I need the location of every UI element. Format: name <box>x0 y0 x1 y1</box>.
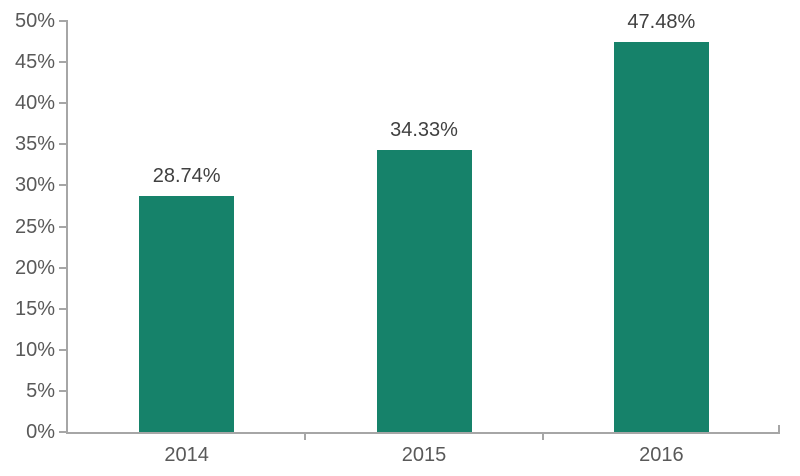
bar-2015 <box>376 149 472 432</box>
bar-value-label: 28.74% <box>152 164 221 187</box>
y-axis-tick <box>59 20 66 22</box>
y-axis-tick <box>59 389 66 392</box>
bar-2016 <box>613 41 709 432</box>
y-axis-tick <box>59 431 66 433</box>
y-axis-tick <box>59 184 66 187</box>
x-axis-category-label: 2016 <box>639 444 684 466</box>
x-axis-line <box>66 432 780 434</box>
y-axis-tick-label: 5% <box>26 379 55 402</box>
y-axis-tick-label: 50% <box>14 10 55 32</box>
x-axis-tick <box>541 434 544 440</box>
y-axis-tick-label: 45% <box>14 51 55 74</box>
y-axis-tick-label: 40% <box>14 92 55 115</box>
y-axis-tick <box>59 307 66 310</box>
bar-value-label: 34.33% <box>390 118 458 141</box>
y-axis-tick <box>59 61 66 64</box>
y-axis-tick-label: 20% <box>14 256 55 279</box>
bar-2014 <box>139 195 235 432</box>
y-axis-tick <box>59 102 66 105</box>
y-axis-tick <box>59 348 66 351</box>
y-axis-tick <box>59 225 66 228</box>
y-axis-line <box>66 20 68 434</box>
x-axis-tick <box>304 434 307 440</box>
y-axis-tick-label: 15% <box>14 297 55 320</box>
x-axis-end-tick <box>778 425 780 432</box>
y-axis-tick <box>59 143 66 146</box>
bar-value-label: 47.48% <box>627 10 696 33</box>
y-axis-tick-label: 10% <box>14 338 55 361</box>
x-axis-category-label: 2014 <box>164 444 209 466</box>
y-axis-tick-label: 35% <box>14 133 55 156</box>
y-axis-tick <box>59 266 66 269</box>
y-axis-tick-label: 30% <box>14 174 55 197</box>
x-axis-category-label: 2015 <box>401 444 447 466</box>
y-axis-tick-label: 0% <box>26 421 55 443</box>
y-axis-tick-label: 25% <box>14 215 55 238</box>
